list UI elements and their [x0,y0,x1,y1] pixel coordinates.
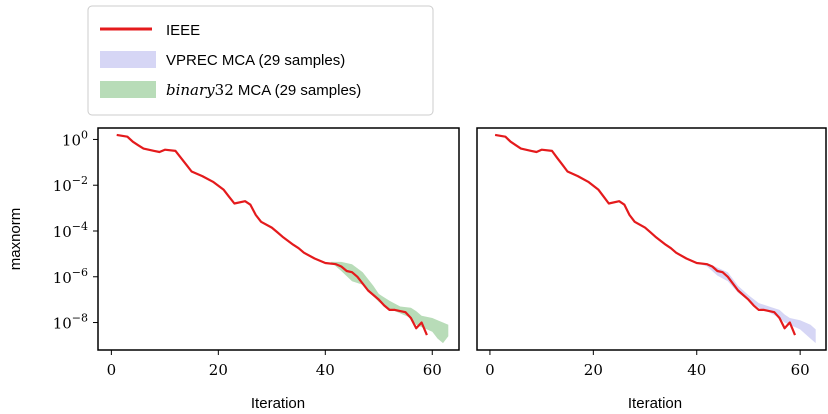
legend-binary32-num: 32 [215,81,234,99]
left-panel-line-0 [116,133,428,336]
legend-binary32-rest: MCA (29 samples) [234,82,362,99]
left-panel-y-axis-title: maxnorm [7,208,24,271]
left-panel-band-0 [330,261,449,344]
legend-ieee-label: IEEE [166,22,200,39]
left-panel-x-tick-label: 40 [316,361,335,379]
right-panel-x-tick-label: 40 [687,361,706,379]
left-panel: 0 20 40 60 100 10−2 10−4 10−6 10−8 Iteration ma… [7,127,460,412]
right-panel-frame [476,127,827,351]
left-panel-y-tick-label: 100 [62,128,88,149]
left-panel-y-tick-label: 10−6 [53,266,88,287]
left-panel-frame [97,127,460,351]
right-panel: 0 20 40 60 Iteration [476,127,827,412]
legend-vprec-swatch [100,51,156,68]
left-panel-y-tick-label: 10−4 [53,220,88,241]
left-panel-x-tick-label: 60 [423,361,442,379]
right-panel-x-ticks: 0 20 40 60 [485,350,810,379]
left-panel-x-axis-title: Iteration [251,395,305,412]
right-panel-x-tick-label: 60 [791,361,810,379]
legend-vprec-label: VPREC MCA (29 samples) [166,52,345,69]
left-panel-x-tick-label: 0 [107,361,117,379]
left-panel-x-tick-label: 20 [209,361,228,379]
right-panel-x-tick-label: 20 [584,361,603,379]
left-panel-y-tick-label: 10−2 [53,174,88,195]
right-panel-line-0 [494,133,797,336]
legend-binary32-swatch [100,81,156,98]
legend-box [87,5,434,116]
left-panel-y-ticks: 100 10−2 10−4 10−6 10−8 [53,128,98,333]
right-panel-series [494,133,816,344]
left-panel-series [116,133,449,344]
right-panel-x-tick-label: 0 [485,361,495,379]
left-panel-x-ticks: 0 20 40 60 [107,350,442,379]
legend: IEEE VPREC MCA (29 samples) binary32 MCA… [87,5,434,116]
legend-binary32-label: binary32 MCA (29 samples) [166,81,361,99]
right-panel-band-0 [696,263,816,344]
right-panel-x-axis-title: Iteration [628,395,682,412]
legend-binary32-math: binary [166,81,215,99]
left-panel-y-tick-label: 10−8 [53,312,88,333]
